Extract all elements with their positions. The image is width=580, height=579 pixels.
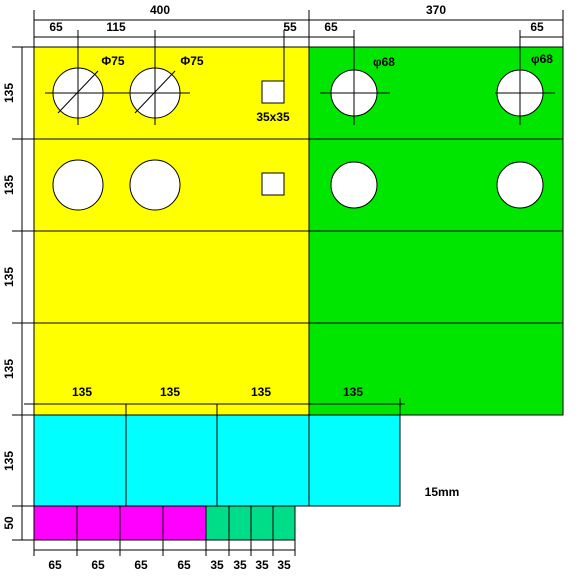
dim-label: 50 [2, 516, 16, 530]
hole-label: Φ75 [180, 54, 204, 68]
dim-label: 135 [72, 385, 92, 399]
dim-label: 35 [210, 558, 224, 572]
dim-label: 400 [150, 3, 170, 17]
dim-label: 135 [2, 175, 16, 195]
dimension-lines [12, 10, 564, 556]
dim-label: 65 [134, 558, 148, 572]
note: 15mm [425, 485, 460, 499]
dim-label: 65 [49, 20, 63, 34]
dim-label: 35 [233, 558, 247, 572]
bottom-strips [33, 505, 296, 541]
dim-label: 135 [2, 359, 16, 379]
hole-label: Φ75 [101, 54, 125, 68]
dim-label: 55 [283, 20, 297, 34]
dim-label: 65 [48, 558, 62, 572]
dim-label: 135 [2, 267, 16, 287]
dim-label: 370 [426, 3, 446, 17]
dim-label: 135 [343, 385, 363, 399]
dim-label: 35 [255, 558, 269, 572]
cyan-dividers [125, 404, 310, 506]
center-lines [45, 30, 555, 125]
dim-label: 135 [2, 83, 16, 103]
row-lines [34, 138, 563, 324]
dim-label: 135 [251, 385, 271, 399]
dim-label: 115 [106, 20, 126, 34]
dim-label: 65 [177, 558, 191, 572]
dim-label: 135 [2, 451, 16, 471]
dim-label: 35 [277, 558, 291, 572]
dim-label: 65 [530, 20, 544, 34]
hole-label: φ68 [531, 52, 553, 66]
dim-label: 65 [91, 558, 105, 572]
dim-label: 135 [160, 385, 180, 399]
hole-label: 35x35 [256, 110, 290, 124]
dim-label: 65 [324, 20, 338, 34]
hole-label: φ68 [373, 55, 395, 69]
